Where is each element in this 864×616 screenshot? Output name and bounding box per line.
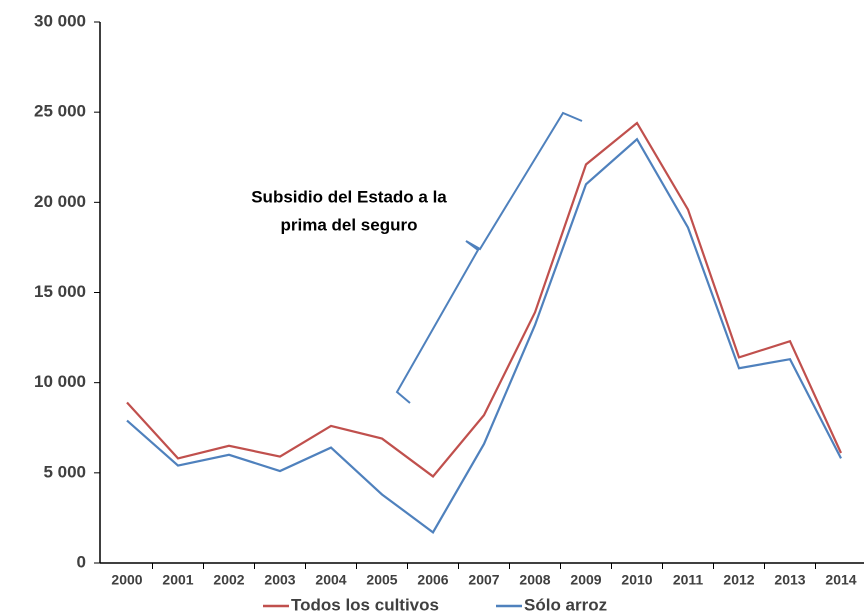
x-tick-label: 2003 bbox=[264, 572, 295, 588]
x-tick-label: 2007 bbox=[468, 572, 499, 588]
x-tick-label: 2001 bbox=[162, 572, 193, 588]
data-line bbox=[126, 121, 843, 478]
x-tick-label: 2006 bbox=[417, 572, 448, 588]
x-tick-label: 2012 bbox=[723, 572, 754, 588]
x-tick-label: 2002 bbox=[213, 572, 244, 588]
y-tick-label: 0 bbox=[77, 552, 86, 571]
x-tick-label: 2004 bbox=[315, 572, 346, 588]
annotation: prima del seguro bbox=[281, 215, 418, 234]
y-tick-label: 15 000 bbox=[34, 282, 86, 301]
x-tick-label: 2008 bbox=[519, 572, 550, 588]
legend-label: Todos los cultivos bbox=[291, 595, 439, 614]
x-tick-label: 2010 bbox=[621, 572, 652, 588]
legend-label: Sólo arroz bbox=[524, 595, 607, 614]
bracket bbox=[395, 111, 583, 404]
annotation: Subsidio del Estado a la bbox=[251, 187, 447, 206]
x-tick-label: 2011 bbox=[673, 572, 704, 588]
x-tick-label: 2013 bbox=[774, 572, 805, 588]
x-tick-label: 2000 bbox=[111, 572, 142, 588]
y-tick-label: 25 000 bbox=[34, 102, 86, 121]
y-tick-label: 30 000 bbox=[34, 11, 86, 30]
x-tick-label: 2009 bbox=[570, 572, 601, 588]
y-tick-label: 20 000 bbox=[34, 192, 86, 211]
y-tick-label: 5 000 bbox=[43, 462, 86, 481]
data-line bbox=[126, 137, 842, 534]
x-tick-label: 2005 bbox=[366, 572, 397, 588]
y-tick-label: 10 000 bbox=[34, 372, 86, 391]
x-tick-label: 2014 bbox=[825, 572, 856, 588]
